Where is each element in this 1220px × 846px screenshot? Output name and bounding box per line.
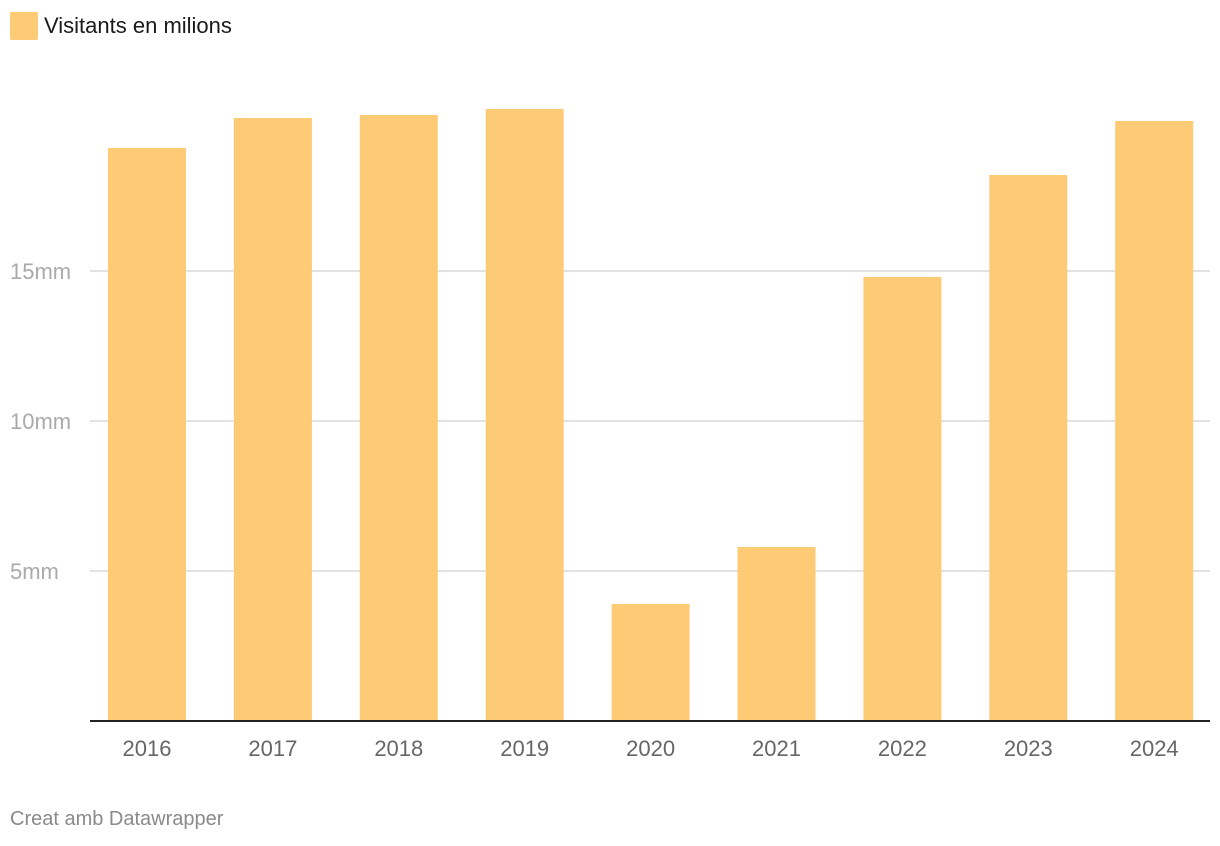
y-tick-label: 5mm <box>10 559 59 584</box>
footer-credit[interactable]: Creat amb Datawrapper <box>10 808 224 830</box>
bar-2020 <box>611 604 690 721</box>
y-tick-label: 10mm <box>10 409 71 434</box>
bar-2023 <box>989 175 1068 721</box>
bar-2022 <box>863 277 942 721</box>
bar-2019 <box>485 109 564 721</box>
bar-2016 <box>108 148 186 721</box>
bar-2018 <box>359 115 438 721</box>
legend: Visitants en milions <box>10 12 232 40</box>
x-tick-label: 2024 <box>1130 736 1179 761</box>
bar-2024 <box>1115 121 1194 721</box>
x-tick-label: 2018 <box>374 736 423 761</box>
legend-swatch <box>10 12 38 40</box>
x-tick-label: 2016 <box>123 736 172 761</box>
y-tick-label: 15mm <box>10 259 71 284</box>
bar-2021 <box>737 547 816 721</box>
x-tick-label: 2022 <box>878 736 927 761</box>
x-tick-label: 2017 <box>248 736 297 761</box>
legend-label: Visitants en milions <box>44 13 232 38</box>
x-tick-label: 2019 <box>500 736 549 761</box>
x-tick-label: 2021 <box>752 736 801 761</box>
x-tick-label: 2020 <box>626 736 675 761</box>
bar-2017 <box>233 118 312 721</box>
x-tick-label: 2023 <box>1004 736 1053 761</box>
